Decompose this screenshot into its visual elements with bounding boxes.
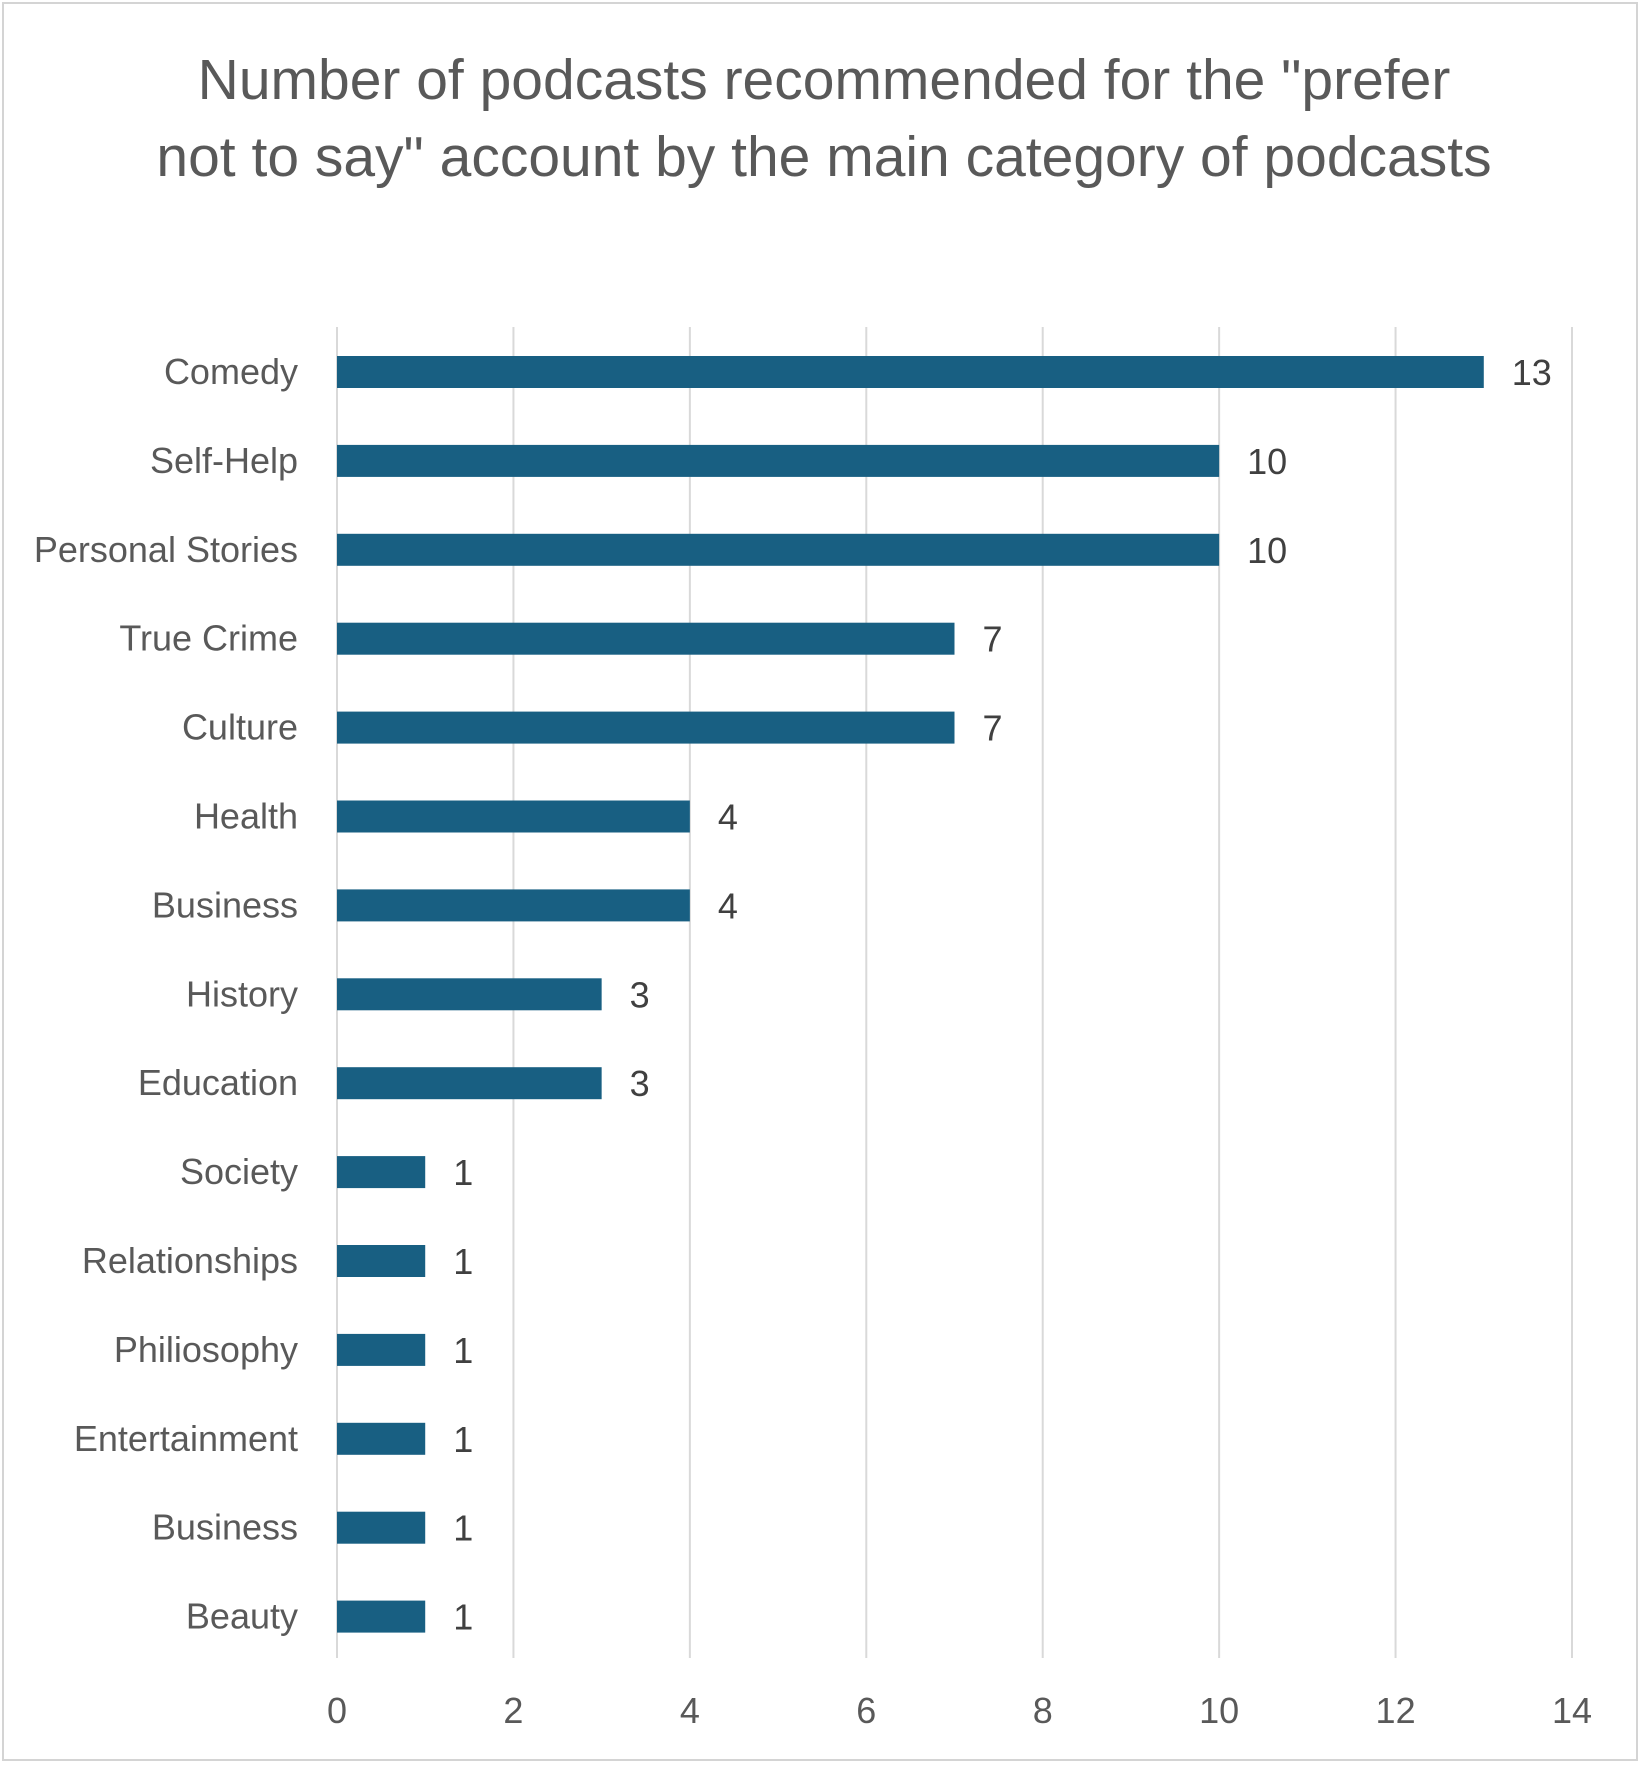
x-tick-label: 6: [856, 1690, 876, 1731]
data-label: 1: [453, 1330, 473, 1371]
data-label: 1: [453, 1152, 473, 1193]
category-label: Business: [152, 884, 298, 925]
bar: [337, 1422, 426, 1455]
category-label: Personal Stories: [34, 529, 298, 570]
category-label: Business: [152, 1507, 298, 1548]
category-label: True Crime: [119, 618, 298, 659]
data-label: 1: [453, 1241, 473, 1282]
category-label: Education: [138, 1062, 298, 1103]
category-label: Self-Help: [150, 440, 298, 481]
category-label: Beauty: [186, 1596, 298, 1637]
data-label: 1: [453, 1597, 473, 1638]
data-label: 13: [1512, 352, 1552, 393]
category-label: Relationships: [82, 1240, 298, 1281]
data-label: 1: [453, 1419, 473, 1460]
bar: [337, 1156, 426, 1189]
bar: [337, 622, 955, 655]
data-label: 10: [1247, 530, 1287, 571]
chart-title: Number of podcasts recommended for the "…: [156, 48, 1492, 189]
x-tick-label: 0: [327, 1690, 347, 1731]
x-tick-label: 14: [1552, 1690, 1592, 1731]
bar: [337, 711, 955, 744]
data-label: 10: [1247, 441, 1287, 482]
data-label: 4: [718, 885, 738, 926]
data-label: 1: [453, 1508, 473, 1549]
category-label: History: [186, 973, 298, 1014]
x-tick-label: 12: [1376, 1690, 1416, 1731]
category-label: Entertainment: [74, 1418, 298, 1459]
data-label: 4: [718, 797, 738, 838]
bar: [337, 1600, 426, 1633]
bar: [337, 1333, 426, 1366]
x-tick-label: 10: [1199, 1690, 1239, 1731]
data-label: 7: [983, 619, 1003, 660]
x-tick-label: 2: [503, 1690, 523, 1731]
x-tick-label: 4: [680, 1690, 700, 1731]
bar: [337, 1511, 426, 1544]
category-label: Comedy: [164, 351, 298, 392]
bar: [337, 1067, 602, 1100]
bar: [337, 978, 602, 1011]
data-label: 7: [983, 708, 1003, 749]
bar: [337, 800, 690, 833]
category-label: Health: [194, 796, 298, 837]
category-label: Society: [180, 1151, 298, 1192]
data-label: 3: [630, 974, 650, 1015]
bar: [337, 889, 690, 922]
data-label: 3: [630, 1063, 650, 1104]
category-label: Culture: [182, 707, 298, 748]
bar: [337, 356, 1484, 388]
bar: [337, 444, 1220, 477]
bars: [337, 356, 1484, 1633]
bar: [337, 533, 1220, 566]
category-label: Philiosophy: [114, 1329, 298, 1370]
bar: [337, 1245, 426, 1277]
x-tick-label: 8: [1033, 1690, 1053, 1731]
